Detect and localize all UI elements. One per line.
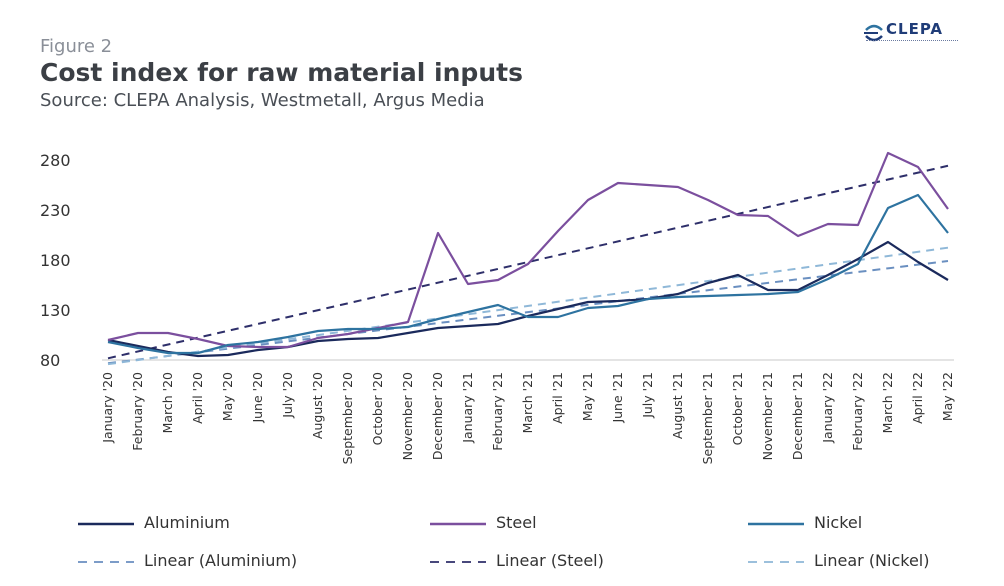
series-line-nickel bbox=[107, 193, 949, 355]
x-tick-label: May '22 bbox=[940, 372, 955, 421]
x-tick-label: September '21 bbox=[700, 372, 715, 464]
x-tick-label: January '21 bbox=[460, 372, 475, 444]
trendline-aluminium bbox=[107, 260, 949, 365]
x-tick-label: October '21 bbox=[730, 372, 745, 445]
x-tick-label: May '20 bbox=[220, 372, 235, 421]
y-tick-label: 280 bbox=[40, 151, 71, 170]
trendline-nickel bbox=[107, 246, 949, 366]
x-tick-label: June '20 bbox=[250, 372, 265, 424]
x-tick-label: December '21 bbox=[790, 372, 805, 460]
chart-title: Cost index for raw material inputs bbox=[40, 58, 523, 87]
x-tick-label: February '22 bbox=[850, 372, 865, 451]
x-tick-label: February '20 bbox=[130, 372, 145, 451]
x-tick-label: March '20 bbox=[160, 372, 175, 433]
y-tick-label: 180 bbox=[40, 251, 71, 270]
y-tick-label: 130 bbox=[40, 301, 71, 320]
x-tick-label: August '21 bbox=[670, 372, 685, 439]
x-tick-label: August '20 bbox=[310, 372, 325, 439]
chart-subtitle: Source: CLEPA Analysis, Westmetall, Argu… bbox=[40, 90, 485, 111]
series-line-steel bbox=[107, 151, 949, 349]
logo-text: CLEPA bbox=[886, 20, 944, 38]
x-tick-label: January '22 bbox=[820, 372, 835, 444]
figure-label: Figure 2 bbox=[40, 36, 113, 57]
x-tick-label: April '20 bbox=[190, 372, 205, 424]
legend-label-lin_nickel: Linear (Nickel) bbox=[814, 551, 930, 570]
y-tick-label: 230 bbox=[40, 201, 71, 220]
x-tick-label: July '21 bbox=[640, 372, 655, 419]
x-tick-label: March '22 bbox=[880, 372, 895, 433]
legend-label-steel: Steel bbox=[496, 513, 537, 532]
legend-label-nickel: Nickel bbox=[814, 513, 863, 532]
x-tick-label: April '22 bbox=[910, 372, 925, 424]
x-tick-label: January '20 bbox=[100, 372, 115, 444]
x-tick-label: July '20 bbox=[280, 372, 295, 419]
x-tick-label: June '21 bbox=[610, 372, 625, 424]
x-tick-label: March '21 bbox=[520, 372, 535, 433]
legend-label-lin_aluminium: Linear (Aluminium) bbox=[144, 551, 298, 570]
series-line-aluminium bbox=[107, 240, 949, 358]
x-tick-label: November '20 bbox=[400, 372, 415, 460]
legend-label-aluminium: Aluminium bbox=[144, 513, 230, 532]
trendline-steel bbox=[107, 164, 949, 360]
y-tick-label: 80 bbox=[40, 351, 60, 370]
x-tick-label: May '21 bbox=[580, 372, 595, 421]
legend-label-lin_steel: Linear (Steel) bbox=[496, 551, 604, 570]
x-tick-label: February '21 bbox=[490, 372, 505, 451]
x-tick-label: September '20 bbox=[340, 372, 355, 464]
x-tick-label: December '20 bbox=[430, 372, 445, 460]
x-tick-label: October '20 bbox=[370, 372, 385, 445]
x-tick-label: April '21 bbox=[550, 372, 565, 424]
logo-tagline bbox=[866, 40, 958, 44]
x-tick-label: November '21 bbox=[760, 372, 775, 460]
